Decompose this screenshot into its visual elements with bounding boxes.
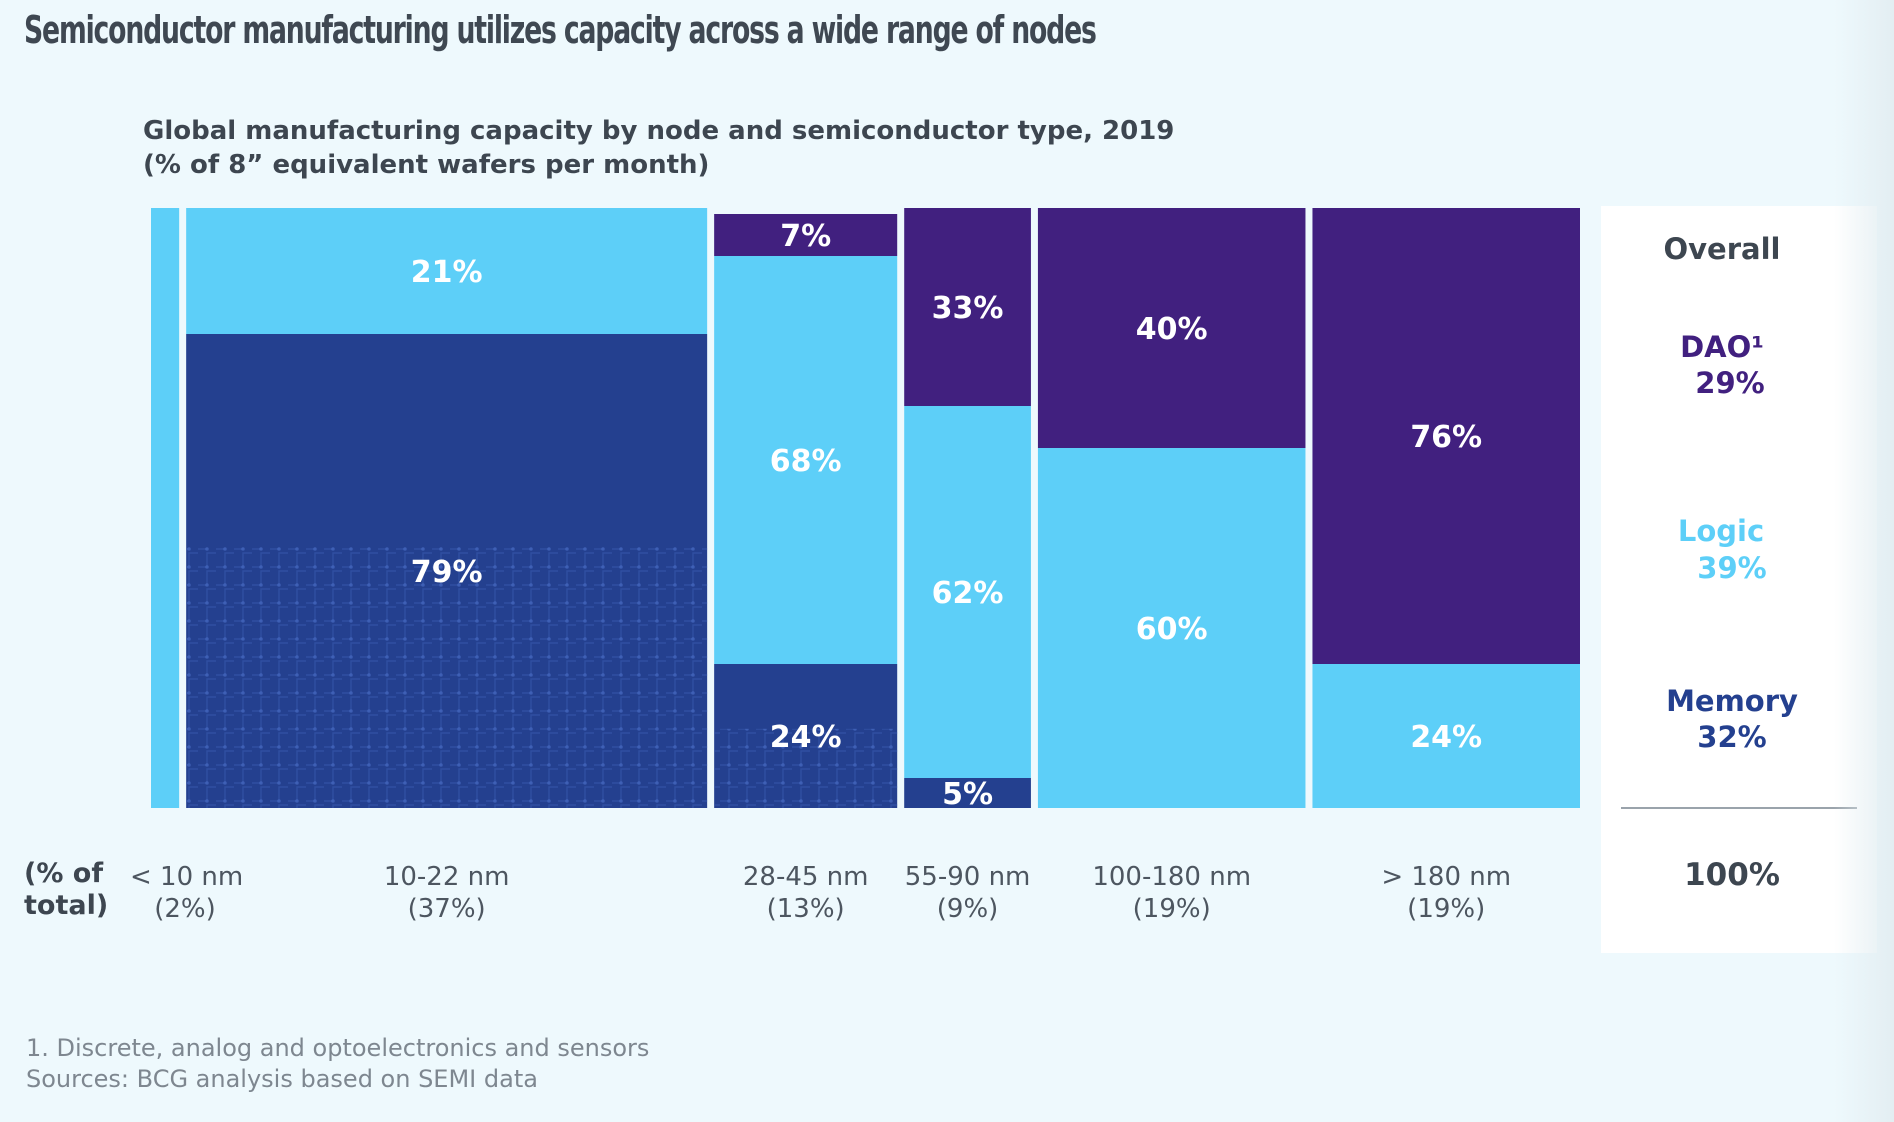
data-label-dao-4: 40%: [1136, 312, 1208, 347]
bar-segment-dao-2: [714, 214, 898, 256]
node-name-3: 55-90 nm: [904, 862, 1031, 892]
node-share-1: (37%): [407, 894, 486, 924]
bar-segment-logic-3: [904, 406, 1031, 778]
chart-title: Global manufacturing capacity by node an…: [143, 116, 1175, 146]
data-label-memory-2: 24%: [770, 720, 842, 755]
node-share-4: (19%): [1132, 894, 1211, 924]
bar-segment-dao-4: [1037, 208, 1306, 448]
chart-title-block: Global manufacturing capacity by node an…: [143, 114, 1174, 182]
node-share-5: (19%): [1407, 894, 1486, 924]
data-label-logic-3: 62%: [932, 576, 1004, 611]
x-tick-label-0: < 10 nm (2%): [130, 861, 244, 925]
data-label-logic-4: 60%: [1136, 612, 1208, 647]
bar-segment-logic-4: [1037, 448, 1306, 808]
overall-memory-value: 32%: [1697, 720, 1767, 754]
overall-logic-label: Logic: [1677, 514, 1765, 548]
x-tick-label-2: 28-45 nm (13%): [696, 861, 916, 925]
chart-subtitle: (% of 8” equivalent wafers per month): [143, 150, 710, 180]
bar-segment-memory-3: [904, 778, 1031, 808]
overall-memory-label: Memory: [1666, 684, 1798, 718]
node-name-5: > 180 nm: [1381, 862, 1512, 892]
node-name-2: 28-45 nm: [742, 862, 869, 892]
data-label-dao-5: 76%: [1410, 420, 1482, 455]
headline: Semiconductor manufacturing utilizes cap…: [24, 8, 1097, 52]
circuit-map-texture-2: [714, 728, 898, 808]
node-share-0: (2%): [154, 894, 216, 924]
bar-segment-logic-5: [1312, 664, 1580, 808]
right-edge-shadow: [1834, 0, 1894, 1122]
node-name-4: 100-180 nm: [1092, 862, 1252, 892]
data-label-logic-5: 24%: [1410, 720, 1482, 755]
bar-segment-logic-0: [151, 208, 180, 808]
sources: Sources: BCG analysis based on SEMI data: [26, 1065, 538, 1093]
x-axis-title: (% of total): [24, 858, 109, 921]
bar-segment-logic-2: [714, 256, 898, 664]
overall-total: 100%: [1684, 857, 1780, 893]
bar-segment-dao-5: [1312, 208, 1580, 664]
bar-segment-dao-3: [904, 208, 1031, 406]
overall-title: Overall: [1663, 232, 1781, 266]
node-share-2: (13%): [766, 894, 845, 924]
data-label-logic-2: 68%: [770, 444, 842, 479]
x-tick-label-4: 100-180 nm (19%): [1062, 861, 1282, 925]
data-label-dao-2: 7%: [780, 219, 831, 254]
x-tick-label-5: > 180 nm (19%): [1336, 861, 1556, 925]
overall-logic-value: 39%: [1697, 551, 1767, 585]
node-share-3: (9%): [936, 894, 999, 924]
data-label-memory-3: 5%: [942, 777, 993, 812]
overall-divider: [1621, 807, 1857, 809]
x-tick-label-1: 10-22 nm (37%): [337, 861, 557, 925]
node-name-1: 10-22 nm: [383, 862, 510, 892]
bar-segment-logic-1: [186, 208, 708, 334]
data-label-memory-1: 79%: [411, 555, 483, 590]
data-label-logic-1: 21%: [411, 255, 483, 290]
node-name-0: < 10 nm: [130, 862, 244, 892]
data-label-dao-3: 33%: [932, 291, 1004, 326]
x-tick-label-3: 55-90 nm (9%): [858, 861, 1078, 925]
circuit-map-texture-1: [186, 547, 708, 808]
overall-panel: Overall DAO¹ 29% Logic 39% Memory 32% 10…: [1601, 206, 1877, 953]
overall-dao-label: DAO¹: [1680, 330, 1764, 364]
footnote: 1. Discrete, analog and optoelectronics …: [26, 1034, 650, 1062]
overall-dao-value: 29%: [1695, 366, 1765, 400]
